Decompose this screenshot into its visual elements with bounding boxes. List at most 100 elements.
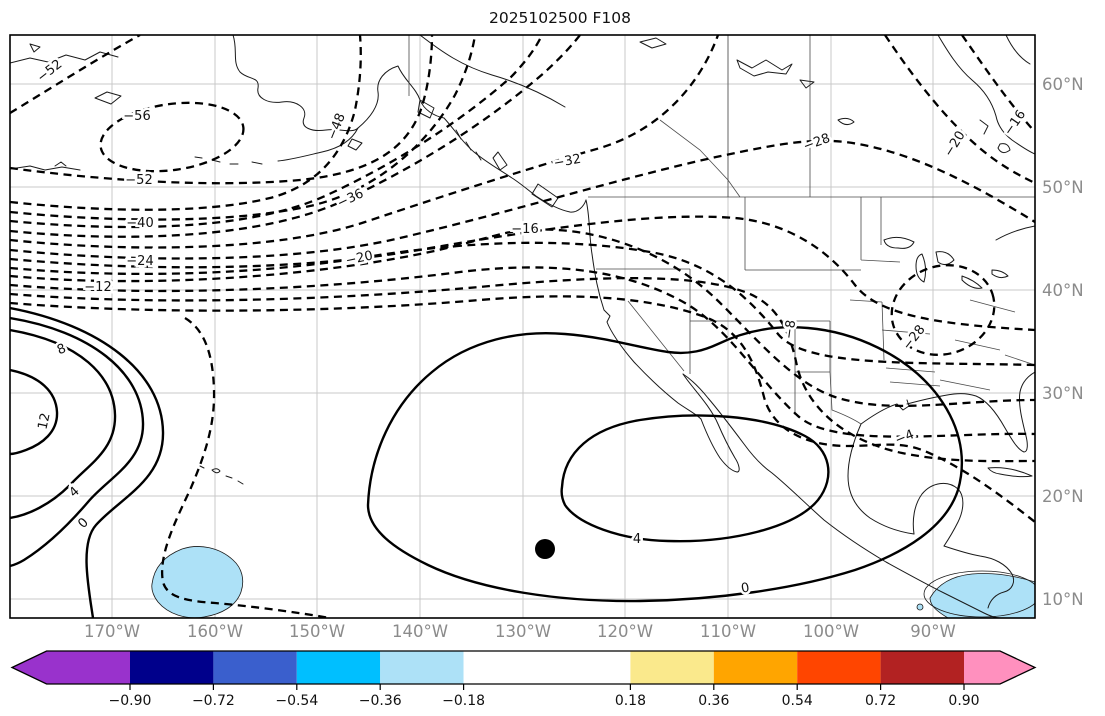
lon-tick-label: 160°W [187, 622, 243, 641]
colorbar-tick-label: 0.18 [615, 693, 646, 709]
contour-label: −28 [801, 131, 832, 154]
colorbar-segment [630, 651, 714, 684]
contour-label: −8 [782, 319, 800, 340]
map-frame [9, 34, 1036, 619]
lon-tick-label: 140°W [392, 622, 448, 641]
contour-line-8 [10, 328, 117, 520]
colorbar-tick-label: −0.54 [275, 693, 318, 709]
contour-label: 4 [67, 484, 83, 501]
lat-tick-label: 20°N [1042, 487, 1084, 506]
contour-label: 8 [55, 341, 68, 358]
lon-tick-label: 100°W [803, 622, 859, 641]
colorbar-tick-label: −0.72 [192, 693, 235, 709]
contour-label: −24 [126, 254, 153, 269]
contour-label: 4 [633, 532, 641, 547]
latitude-labels: 60°N 50°N 40°N 30°N 20°N 10°N [1042, 75, 1084, 609]
colorbar-segment [12, 651, 130, 684]
lat-tick-label: 30°N [1042, 384, 1084, 403]
contour-label: −16 [1001, 107, 1029, 138]
contour-label: −20 [344, 248, 374, 268]
lon-tick-label: 130°W [495, 622, 551, 641]
contour-line-4-loop [560, 414, 830, 543]
lon-tick-label: 110°W [700, 622, 756, 641]
contour-label: 0 [740, 580, 751, 596]
contour-label: −4 [893, 427, 916, 448]
contour-line-4-arc [10, 316, 145, 568]
contour-label: −48 [325, 111, 349, 142]
colorbar-tick-labels: −0.90 −0.72 −0.54 −0.36 −0.18 0.18 0.36 … [109, 693, 980, 709]
contour-label: −40 [126, 216, 153, 231]
colorbar-tick-label: −0.18 [442, 693, 485, 709]
contour-line--20 [10, 241, 1035, 367]
contour-label: −28 [900, 322, 929, 353]
contour-label: −36 [335, 186, 366, 211]
coastlines [10, 35, 1035, 618]
station-marker-dot [535, 539, 555, 559]
contour-label: −16 [511, 222, 538, 237]
longitude-labels: 170°W 160°W 150°W 140°W 130°W 120°W 110°… [84, 622, 956, 641]
hawaii-islands [199, 465, 244, 485]
colorbar-outline [10, 650, 1037, 685]
colorbar-segment [130, 651, 214, 684]
contour-line--40 [10, 35, 544, 229]
contour-label: −52 [125, 173, 152, 188]
colorbar-tick-label: −0.90 [109, 693, 152, 709]
colorbar-segment [380, 651, 464, 684]
shaded-regions [151, 546, 1035, 618]
lens-outline [923, 570, 1035, 618]
lat-tick-label: 50°N [1042, 178, 1084, 197]
contour-line--52-stub [10, 35, 141, 114]
contour-line-0-loop [366, 326, 964, 603]
contour-line--48 [10, 35, 362, 211]
contour-line--16 [10, 228, 1035, 407]
colorbar-segment [463, 651, 631, 684]
colorbar-segment [880, 651, 964, 684]
contour-line--28-low [890, 264, 996, 356]
state-borders [408, 35, 1035, 425]
contour-line--8 [10, 276, 1035, 463]
colorbar-tick-label: 0.36 [698, 693, 729, 709]
shaded-region-pacific [151, 546, 244, 618]
contour-label: 12 [36, 412, 54, 431]
contours-negative [10, 35, 1035, 618]
contour-line--32 [10, 35, 720, 249]
contour-line--4-b [160, 317, 331, 618]
contour-line--24 [10, 215, 1035, 332]
contour-label: 0 [75, 515, 91, 531]
colorbar: −0.90 −0.72 −0.54 −0.36 −0.18 0.18 0.36 … [10, 650, 1037, 709]
contour-line-0-arc [10, 306, 165, 618]
contour-line--4-a [10, 295, 1035, 523]
lat-tick-label: 60°N [1042, 75, 1084, 94]
contour-line-12 [10, 368, 59, 456]
contour-labels: −52 −56 −52 −40 −24 −12 −48 −36 −20 −32 … [32, 54, 1032, 599]
colorbar-tick-label: −0.36 [359, 693, 402, 709]
contour-line--36 [10, 35, 581, 238]
contour-label: −12 [84, 280, 111, 295]
colorbar-segment [296, 651, 381, 684]
colorbar-tick-label: 0.72 [865, 693, 896, 709]
colorbar-tick-label: 0.54 [782, 693, 813, 709]
lat-tick-label: 40°N [1042, 281, 1084, 300]
contour-label: −32 [553, 152, 583, 172]
colorbar-segment [964, 651, 1035, 684]
colorbar-segment [213, 651, 297, 684]
contour-line--20-corner [884, 35, 1035, 185]
contour-line--28 [10, 139, 1035, 260]
lon-tick-label: 150°W [289, 622, 345, 641]
map-gridlines [10, 35, 1035, 618]
contour-line--56 [99, 101, 245, 173]
lat-tick-label: 10°N [1042, 590, 1084, 609]
contour-line--12 [10, 266, 1035, 438]
plot-title: 2025102500 F108 [489, 9, 631, 27]
colorbar-tick-label: 0.90 [948, 693, 979, 709]
colorbar-segment [713, 651, 798, 684]
colorbar-tickmarks [129, 684, 965, 690]
contour-line--44 [10, 35, 477, 221]
lon-tick-label: 170°W [84, 622, 140, 641]
shaded-dot [916, 603, 924, 611]
colorbar-segment [797, 651, 881, 684]
lon-tick-label: 120°W [597, 622, 653, 641]
contour-label: −56 [123, 109, 150, 124]
